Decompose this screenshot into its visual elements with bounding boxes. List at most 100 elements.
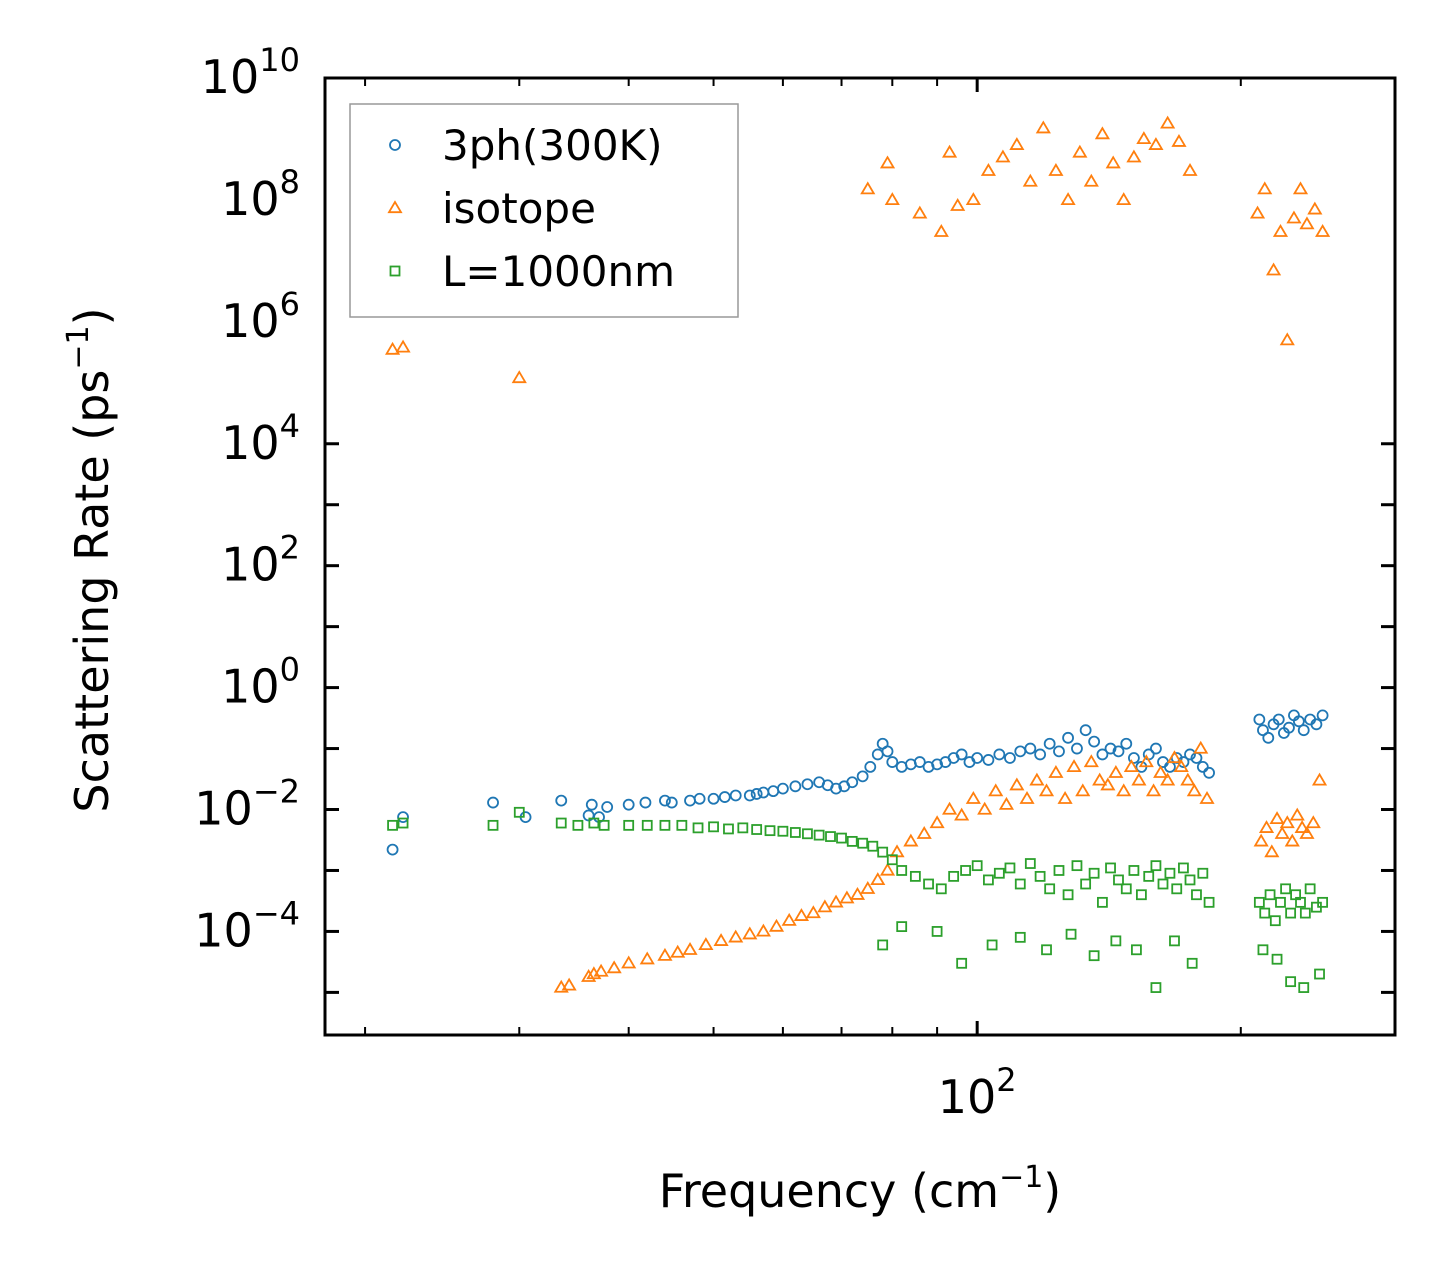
data-point <box>1310 718 1323 731</box>
data-point <box>1143 870 1155 882</box>
data-point <box>956 957 968 969</box>
data-point <box>1148 137 1164 150</box>
data-point <box>1292 181 1309 195</box>
data-point <box>397 811 409 824</box>
data-point <box>1279 815 1295 829</box>
data-point <box>1100 777 1116 791</box>
x-tick-base: 10 <box>938 1070 997 1124</box>
data-point <box>1116 783 1132 797</box>
data-point <box>1136 131 1152 145</box>
data-point <box>397 817 409 829</box>
data-point <box>1041 944 1052 956</box>
data-point <box>877 846 889 858</box>
data-point <box>998 796 1015 810</box>
data-point <box>1269 915 1281 927</box>
data-point <box>1171 883 1183 895</box>
data-point <box>387 819 398 831</box>
data-point <box>980 163 996 176</box>
data-point <box>487 819 499 831</box>
x-tick-labels: 102 <box>938 1061 1017 1124</box>
data-point <box>1113 874 1124 886</box>
data-point <box>1307 201 1323 215</box>
data-point <box>1265 262 1282 276</box>
data-point <box>1071 860 1083 872</box>
data-point <box>965 192 981 206</box>
y-tick-label: 108 <box>221 163 300 226</box>
data-point <box>729 789 742 802</box>
data-point <box>555 817 567 829</box>
data-point <box>971 860 983 872</box>
data-point <box>1257 181 1273 195</box>
data-point <box>1186 783 1202 797</box>
legend: 3ph(300K) isotope L=1000nm <box>349 103 739 318</box>
data-point <box>1184 748 1196 761</box>
ticks-layer <box>325 78 1395 1035</box>
data-point <box>1257 724 1269 737</box>
data-point <box>846 776 859 789</box>
data-point <box>1080 878 1092 890</box>
data-point <box>1043 737 1056 750</box>
data-point <box>742 926 758 940</box>
legend-marker-triangle <box>387 200 403 214</box>
data-point <box>513 806 525 818</box>
data-point <box>639 951 655 965</box>
data-point <box>588 817 600 829</box>
data-point <box>960 865 971 876</box>
data-point <box>1191 889 1202 901</box>
data-point <box>1112 745 1125 758</box>
data-point <box>1289 807 1305 821</box>
data-point <box>657 947 673 961</box>
data-point <box>817 899 833 913</box>
y-tick-base: 10 <box>221 538 280 592</box>
data-point <box>857 837 869 849</box>
data-point <box>1035 120 1051 134</box>
x-tick-label: 102 <box>938 1061 1017 1124</box>
y-tick-base: 10 <box>194 903 253 957</box>
data-point <box>1184 874 1196 886</box>
data-point <box>1316 709 1329 722</box>
data-point <box>698 937 714 951</box>
data-point <box>950 198 966 211</box>
legend-box <box>349 103 739 318</box>
data-point <box>923 878 934 890</box>
data-point <box>1062 889 1074 901</box>
data-point <box>836 832 847 844</box>
data-point <box>707 792 720 805</box>
data-point <box>793 908 810 921</box>
plot-frame <box>323 76 1397 1037</box>
data-point <box>1280 883 1291 895</box>
legend-item: 3ph(300K) <box>389 121 662 170</box>
y-tick-exponent: 8 <box>280 163 300 201</box>
data-point <box>1062 731 1074 744</box>
data-point <box>896 921 908 933</box>
data-point <box>1004 752 1016 764</box>
data-point <box>879 862 896 876</box>
data-point <box>743 789 756 802</box>
x-tick-exponent: 2 <box>996 1061 1016 1099</box>
y-tick-base: 10 <box>221 660 280 714</box>
data-point <box>572 819 584 831</box>
data-point <box>1110 935 1122 947</box>
data-point <box>1131 772 1147 786</box>
data-point <box>718 791 731 803</box>
data-point <box>971 752 984 764</box>
data-point <box>555 794 568 807</box>
data-point <box>1157 878 1169 890</box>
data-point <box>1120 883 1132 895</box>
data-point <box>1096 748 1109 761</box>
data-point <box>1060 192 1076 206</box>
data-point <box>1169 935 1180 947</box>
data-point <box>954 807 970 821</box>
legend-marker-circle <box>389 139 401 151</box>
data-point <box>1253 896 1265 908</box>
data-point <box>751 824 763 835</box>
data-point <box>581 969 597 982</box>
data-point <box>708 821 719 833</box>
y-tick-exponent: 0 <box>280 651 300 689</box>
data-point <box>511 370 527 384</box>
data-point <box>737 822 749 834</box>
y-tick-base: 10 <box>201 50 260 104</box>
data-point <box>713 933 729 946</box>
data-point <box>1083 173 1099 187</box>
data-point <box>933 224 949 237</box>
